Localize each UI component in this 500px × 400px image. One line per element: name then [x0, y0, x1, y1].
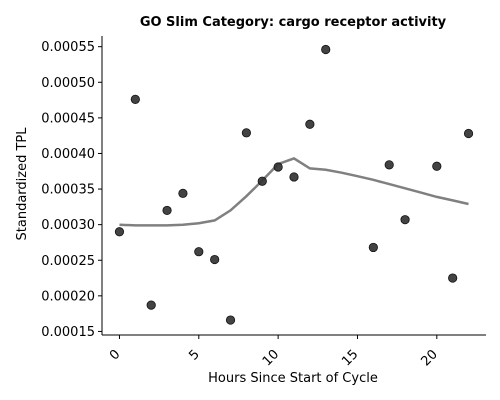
- data-point: [194, 247, 204, 257]
- data-point: [400, 215, 410, 225]
- chart-title: GO Slim Category: cargo receptor activit…: [140, 15, 447, 30]
- data-point: [130, 94, 140, 104]
- data-point: [368, 242, 378, 253]
- y-tick-label: 0.00020: [41, 289, 95, 304]
- y-tick-label: 0.00035: [41, 183, 95, 198]
- data-point: [162, 205, 172, 216]
- y-axis-ticks: 0.00015 0.00020 0.00025 0.00030 0.00035 0.000…: [41, 40, 102, 340]
- data-point: [178, 188, 188, 198]
- trend-line: [119, 157, 469, 227]
- y-tick-label: 0.00025: [41, 254, 95, 269]
- data-point: [384, 160, 394, 170]
- data-point: [305, 119, 315, 129]
- y-tick-label: 0.00045: [41, 111, 95, 126]
- y-tick-label: 0.00015: [41, 325, 95, 340]
- x-axis-ticks: 0 5 10 15 20: [107, 335, 441, 369]
- data-point: [241, 128, 251, 138]
- data-point: [114, 227, 125, 237]
- y-tick-label: 0.00055: [41, 40, 95, 55]
- x-tick-label: 10: [260, 347, 282, 369]
- x-tick-label: 15: [339, 347, 361, 369]
- data-point: [321, 44, 331, 55]
- x-axis-label: Hours Since Start of Cycle: [208, 371, 378, 386]
- y-axis-label: Standardized TPL: [15, 127, 30, 241]
- x-tick-label: 5: [186, 347, 202, 363]
- data-point: [257, 176, 267, 186]
- data-point: [210, 254, 220, 265]
- data-point: [448, 273, 458, 283]
- data-point: [432, 161, 442, 171]
- data-point: [463, 128, 474, 139]
- data-point: [146, 300, 156, 310]
- y-tick-label: 0.00040: [41, 147, 95, 162]
- data-point: [273, 162, 283, 172]
- x-tick-label: 0: [107, 347, 123, 363]
- x-tick-label: 20: [419, 347, 441, 369]
- y-tick-label: 0.00030: [41, 218, 95, 233]
- y-tick-label: 0.00050: [41, 76, 95, 91]
- data-point: [289, 172, 299, 182]
- data-point: [225, 315, 236, 325]
- data-points: [114, 44, 474, 325]
